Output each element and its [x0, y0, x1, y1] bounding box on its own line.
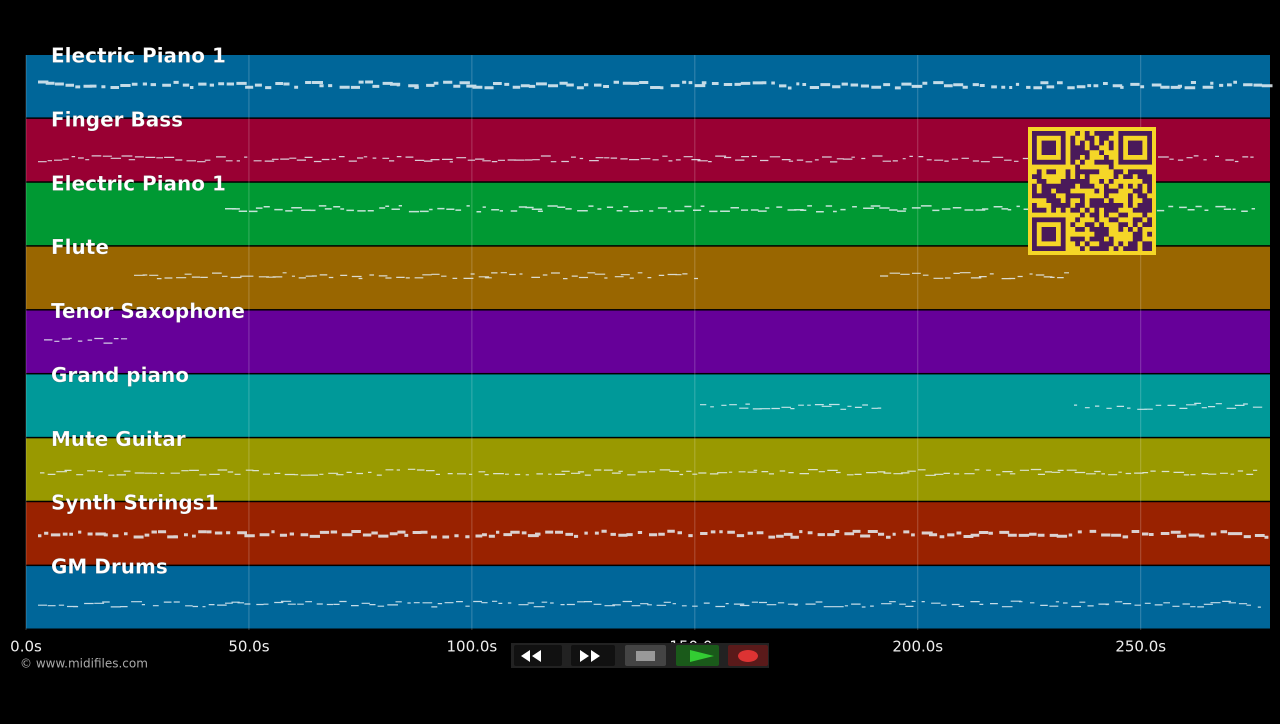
note-trace	[134, 272, 698, 280]
play-button[interactable]	[676, 645, 719, 666]
tick-label: 200.0s	[892, 638, 943, 656]
stop-button[interactable]	[625, 645, 666, 666]
tick-label: 50.0s	[228, 638, 269, 656]
tick-label: 250.0s	[1115, 638, 1166, 656]
track-label: Electric Piano 1	[51, 171, 226, 195]
track-band	[26, 502, 1270, 565]
copyright: © www.midifiles.com	[20, 657, 148, 671]
player-controls	[511, 643, 769, 668]
track-label: Synth Strings1	[51, 491, 219, 515]
track-label: Tenor Saxophone	[51, 299, 245, 323]
qr-code	[1028, 127, 1156, 255]
track-label: Finger Bass	[51, 107, 183, 131]
forward-button[interactable]	[571, 645, 615, 666]
qr-finder	[1041, 227, 1056, 242]
track-band	[26, 374, 1270, 437]
tick-label: 100.0s	[446, 638, 497, 656]
track-band	[26, 566, 1270, 629]
record-button[interactable]	[728, 645, 768, 666]
note-trace	[38, 80, 1273, 90]
grid	[25, 55, 1142, 630]
track-band	[26, 55, 1270, 118]
track-label: Mute Guitar	[51, 427, 186, 451]
track-label: Flute	[51, 235, 109, 259]
rewind-button[interactable]	[514, 645, 562, 666]
qr-finder	[1041, 140, 1056, 155]
note-trace	[1074, 402, 1263, 410]
note-trace	[38, 600, 1261, 608]
tick-label: 0.0s	[10, 638, 42, 656]
qr-modules	[1032, 131, 1152, 251]
note-trace	[700, 403, 882, 410]
note-trace	[40, 468, 1258, 476]
qr-finder	[1128, 140, 1143, 155]
note-trace	[880, 272, 1069, 280]
note-trace	[44, 337, 128, 344]
track-label: GM Drums	[51, 555, 168, 579]
note-trace	[38, 529, 1269, 539]
track-labels: Electric Piano 1 Finger Bass Electric Pian…	[51, 43, 246, 579]
track-band	[26, 310, 1270, 373]
track-label: Electric Piano 1	[51, 44, 226, 68]
track-label: Grand piano	[51, 363, 189, 387]
track-band	[26, 438, 1270, 501]
